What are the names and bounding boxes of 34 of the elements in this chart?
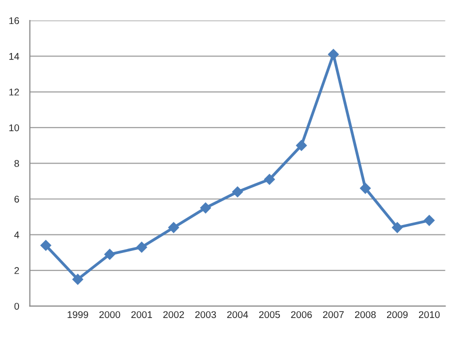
x-tick-label: 1999 — [68, 311, 88, 318]
point — [200, 202, 212, 214]
point — [392, 222, 403, 233]
point — [264, 174, 275, 185]
y-tick-label: 4 — [14, 232, 20, 238]
x-tick-label: 2001 — [131, 311, 152, 318]
point — [424, 214, 435, 226]
x-tick-label: 2010 — [418, 311, 440, 318]
y-tick-label: 16 — [9, 17, 19, 24]
x-tick-label: 2004 — [227, 311, 248, 318]
x-tick-label: 2006 — [291, 311, 312, 318]
y-tick-label: 0 — [14, 302, 20, 310]
point — [360, 182, 371, 194]
point — [136, 242, 148, 253]
point — [72, 274, 84, 285]
x-tick-label: 2008 — [355, 311, 376, 318]
point — [232, 186, 243, 198]
x-tick-label: 2000 — [99, 311, 120, 318]
x-tick-label: 2003 — [195, 311, 216, 318]
point — [328, 49, 339, 60]
y-tick-label: 8 — [14, 160, 19, 167]
x-tick-label: 2009 — [386, 311, 408, 318]
x-tick-label: 2007 — [323, 311, 344, 318]
y-tick-label: 2 — [14, 267, 19, 274]
point — [104, 248, 116, 260]
y-tick-label: 12 — [9, 88, 19, 96]
point — [168, 222, 180, 233]
x-tick-label: 2005 — [259, 311, 280, 318]
y-tick-label: 10 — [9, 124, 20, 132]
point — [40, 240, 52, 251]
y-tick-label: 14 — [9, 53, 20, 60]
x-tick-label: 2002 — [163, 311, 184, 318]
y-tick-label: 6 — [14, 196, 19, 203]
point — [296, 140, 307, 151]
